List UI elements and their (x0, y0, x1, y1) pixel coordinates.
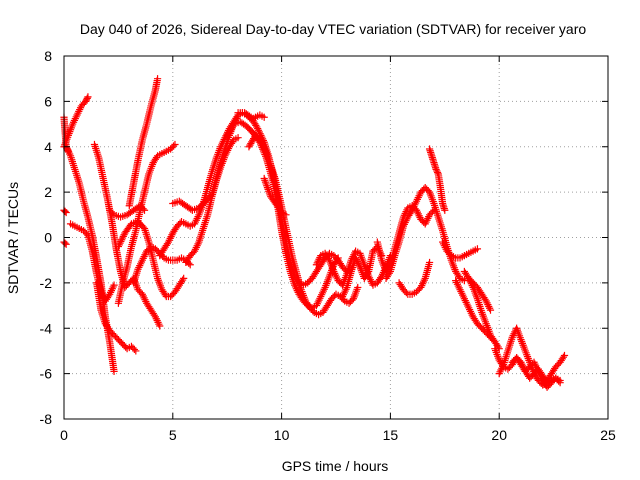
series-t29 (452, 277, 499, 346)
data-point (556, 376, 564, 385)
x-tick-label: 20 (491, 427, 507, 443)
data-point (136, 220, 145, 228)
x-tick-label: 10 (274, 427, 290, 443)
y-tick-label: -4 (40, 320, 53, 336)
data-point (491, 338, 499, 346)
series-t19 (245, 131, 362, 319)
series-t30 (465, 274, 495, 314)
data-point (354, 283, 362, 292)
data-point (282, 211, 290, 219)
x-tick-label: 0 (60, 427, 68, 443)
data-point (243, 122, 251, 130)
y-tick-label: 8 (44, 48, 52, 64)
data-point (253, 133, 261, 141)
y-tick-label: 2 (44, 184, 52, 200)
data-point (247, 126, 255, 135)
x-tick-label: 15 (383, 427, 399, 443)
data-point (486, 306, 495, 314)
data-point (186, 261, 194, 269)
series-t26 (425, 145, 449, 214)
data-point (171, 140, 179, 149)
data-point (200, 198, 208, 207)
series-t33 (508, 354, 564, 391)
data-point (260, 113, 268, 121)
series-t25 (395, 258, 434, 298)
axis-ticks: 0 5 10 15 20 25 -8 -6 -4 -2 0 2 4 6 8 (40, 48, 616, 443)
data-point (197, 201, 206, 209)
y-tick-label: 0 (44, 230, 52, 246)
data-point (84, 93, 92, 101)
data-point (110, 367, 118, 375)
data-point (61, 207, 69, 216)
y-tick-label: 6 (44, 93, 52, 109)
y-axis-label: SDTVAR / TECUs (5, 182, 21, 294)
data-point (425, 258, 434, 267)
series-t5 (60, 238, 70, 248)
series-t12 (114, 218, 188, 301)
data-point (244, 124, 252, 132)
x-axis-label: GPS time / hours (282, 458, 389, 474)
y-tick-label: -6 (40, 366, 53, 382)
data-point (441, 206, 449, 214)
y-tick-label: -8 (40, 411, 53, 427)
series-t20 (260, 174, 290, 219)
data-point (138, 222, 146, 230)
data-point (195, 204, 203, 212)
data-point (132, 347, 140, 355)
series-t2 (62, 143, 118, 375)
y-tick-label: 4 (44, 139, 52, 155)
series-t24 (382, 183, 468, 285)
series-t11 (114, 140, 179, 307)
grid (64, 56, 608, 419)
series-t16 (182, 134, 242, 267)
data-point (153, 75, 162, 83)
data-point (61, 239, 69, 247)
data-point (234, 134, 242, 142)
data-point (135, 219, 143, 227)
data-point (196, 203, 204, 211)
data-point (473, 245, 482, 253)
data-point (110, 281, 118, 289)
x-tick-label: 5 (169, 427, 177, 443)
data-point (203, 196, 211, 204)
series-t10 (125, 75, 162, 210)
series-t23 (373, 202, 438, 276)
y-tick-label: -2 (40, 275, 53, 291)
data-point (255, 135, 264, 144)
data-point (180, 274, 188, 282)
data-point (134, 218, 142, 226)
x-tick-label: 25 (600, 427, 616, 443)
data-point (64, 147, 72, 155)
data-point (156, 322, 164, 330)
data-point (245, 125, 253, 133)
data-point (254, 134, 262, 142)
data-point (251, 131, 260, 140)
series-t4 (60, 206, 70, 217)
series-t8 (93, 279, 140, 355)
data-point (560, 351, 569, 360)
chart-title: Day 040 of 2026, Sidereal Day-to-day VTE… (80, 21, 586, 37)
data-points (60, 75, 569, 391)
series-t27 (439, 238, 482, 262)
series-t32 (495, 324, 569, 389)
data-point (199, 200, 207, 208)
